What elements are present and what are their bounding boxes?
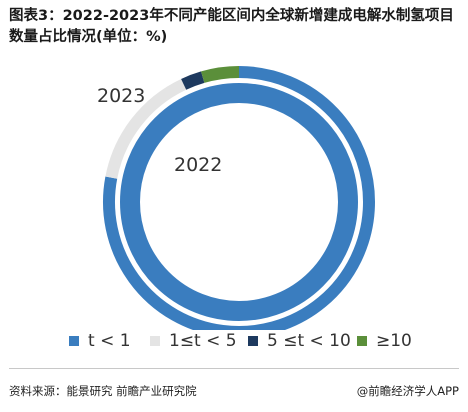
legend-label-3: ≥10 xyxy=(376,331,412,351)
legend-item-3: ≥10 xyxy=(357,326,412,356)
source-note: 资料来源：能景研究 前瞻产业研究院 xyxy=(9,384,197,398)
legend-swatch-3 xyxy=(357,336,367,346)
slice-2023-1 xyxy=(105,78,187,179)
legend: t < 1 1≤t < 5 5 ≤t < 10 ≥10 xyxy=(0,326,468,356)
legend-swatch-1 xyxy=(150,336,160,346)
legend-swatch-2 xyxy=(248,336,258,346)
slice-2023-3 xyxy=(201,66,240,83)
chart-title: 图表3：2022-2023年不同产能区间内全球新增建成电解水制氢项目数量占比情况… xyxy=(9,8,454,45)
legend-item-0: t < 1 xyxy=(69,326,131,356)
legend-item-1: 1≤t < 5 xyxy=(150,326,237,356)
rings-group xyxy=(103,66,375,330)
legend-label-2: 5 ≤t < 10 xyxy=(267,331,351,351)
slice-2022-0 xyxy=(120,83,358,321)
legend-label-0: t < 1 xyxy=(88,331,131,351)
legend-label-1: 1≤t < 5 xyxy=(169,331,237,351)
slice-2023-0 xyxy=(103,66,375,330)
legend-item-2: 5 ≤t < 10 xyxy=(248,326,351,356)
ring-label-2023: 2023 xyxy=(97,85,145,107)
slice-2023-2 xyxy=(181,71,205,90)
footer-divider xyxy=(9,368,459,369)
ring-label-2022: 2022 xyxy=(174,154,222,176)
brand-credit: @前瞻经济学人APP xyxy=(356,384,459,398)
donut-chart: 2023 2022 xyxy=(97,66,375,330)
legend-swatch-0 xyxy=(69,336,79,346)
